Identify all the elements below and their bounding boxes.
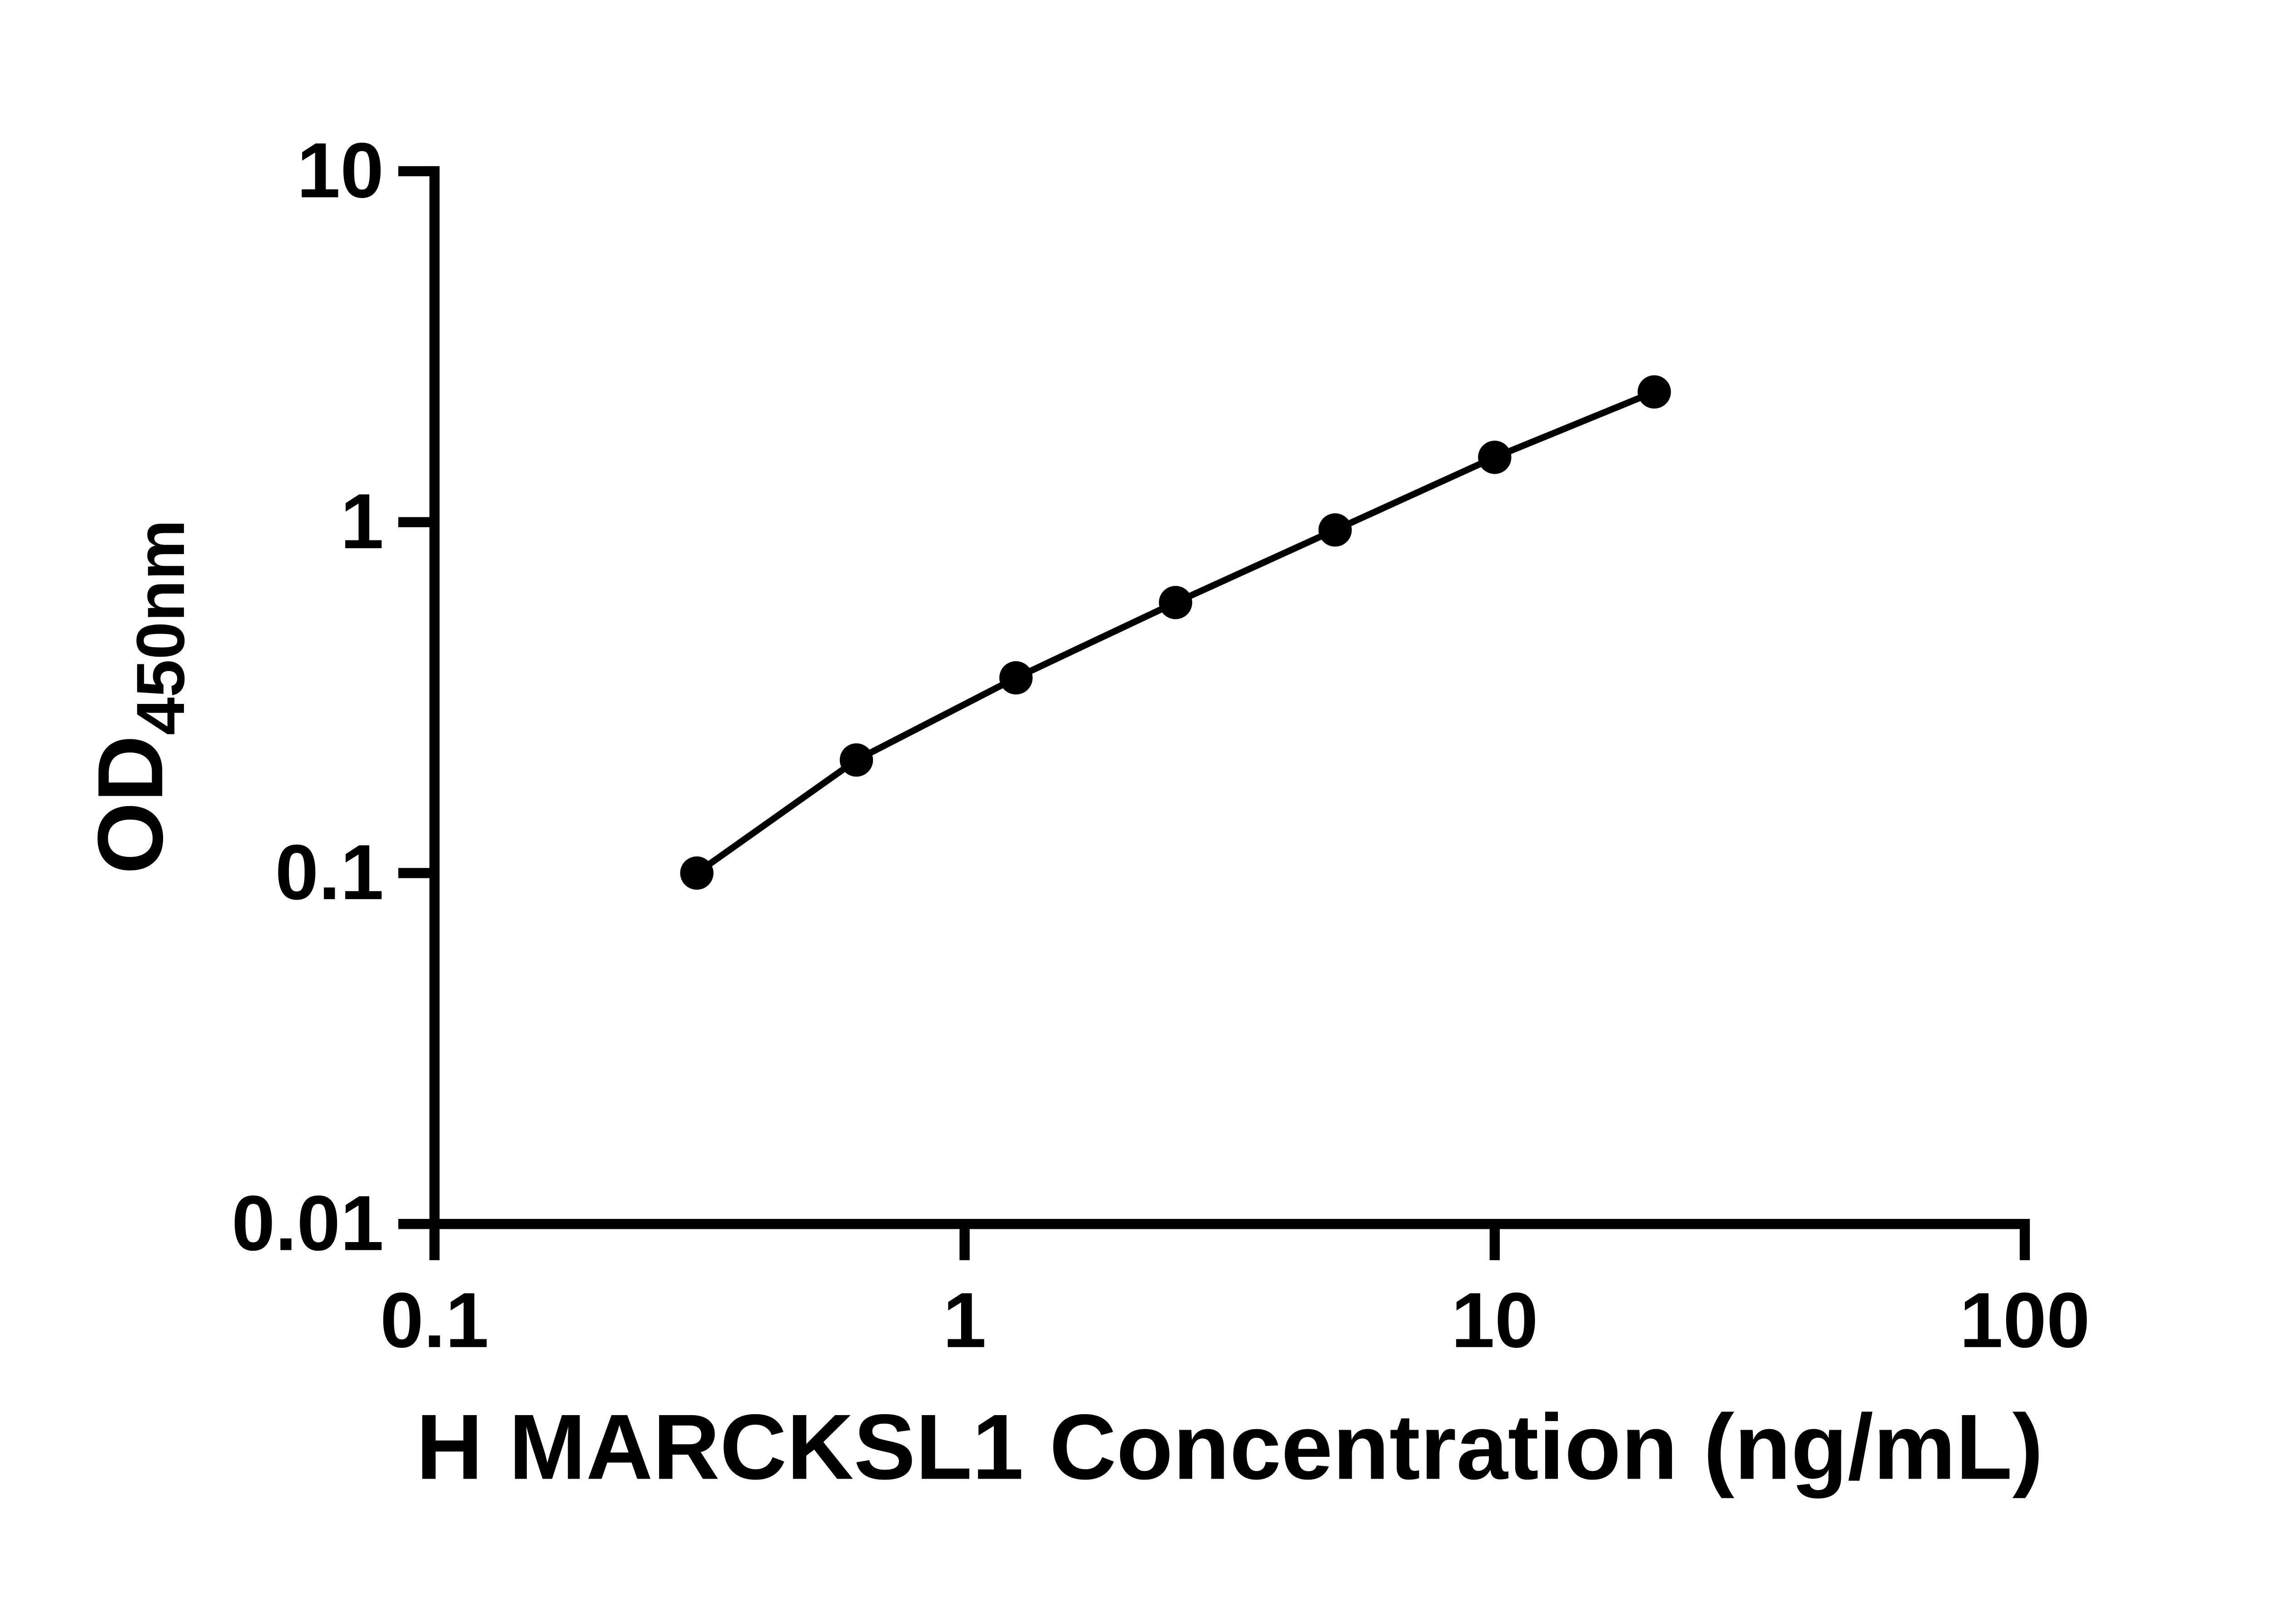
data-point — [1159, 586, 1192, 619]
y-axis-title: OD450nm — [79, 520, 198, 874]
data-point — [839, 743, 873, 777]
curve-line — [695, 389, 1656, 876]
data-point — [680, 856, 714, 890]
x-tick-label: 1 — [943, 1277, 987, 1364]
x-tick-label: 0.1 — [380, 1277, 489, 1364]
data-point — [1478, 441, 1512, 474]
data-point — [1318, 513, 1352, 547]
plot-axes: 0.1 1 10 100 0.01 0.1 1 10 — [232, 127, 2090, 1364]
x-tick-label: 10 — [1451, 1277, 1538, 1364]
y-tick-label: 0.01 — [232, 1180, 384, 1267]
data-point — [999, 661, 1033, 695]
y-axis-title-main: OD — [79, 735, 182, 874]
y-axis-title-subscript: 450nm — [122, 520, 198, 735]
y-tick-label: 0.1 — [275, 829, 384, 916]
x-tick-label: 100 — [1959, 1277, 2090, 1364]
series-standard-curve — [680, 375, 1671, 890]
x-axis-title: H MARCKSL1 Concentration (ng/mL) — [416, 1395, 2043, 1499]
data-point — [1637, 375, 1671, 409]
axis-lines — [429, 166, 2030, 1229]
y-tick-label: 1 — [340, 478, 384, 565]
y-tick-label: 10 — [297, 127, 384, 214]
